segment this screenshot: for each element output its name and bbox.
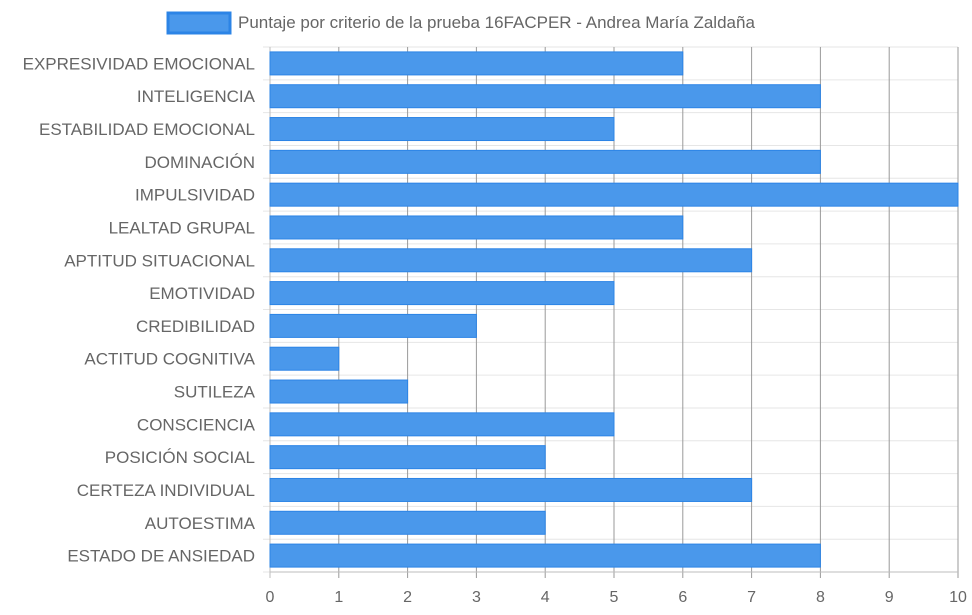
bar[interactable] — [269, 543, 821, 568]
bar[interactable] — [269, 445, 546, 470]
x-tick-label: 4 — [541, 589, 550, 606]
category-label: IMPULSIVIDAD — [135, 186, 255, 205]
bar[interactable] — [269, 281, 615, 306]
x-tick-label: 10 — [949, 589, 967, 606]
x-tick-label: 8 — [816, 589, 825, 606]
bar[interactable] — [269, 117, 615, 142]
legend-label[interactable]: Puntaje por criterio de la prueba 16FACP… — [238, 13, 755, 32]
x-tick-label: 3 — [472, 589, 481, 606]
x-tick-label: 6 — [678, 589, 687, 606]
category-label: EXPRESIVIDAD EMOCIONAL — [23, 54, 255, 73]
x-tick-label: 5 — [610, 589, 619, 606]
x-tick-label: 7 — [747, 589, 756, 606]
bar[interactable] — [269, 84, 821, 109]
category-label: INTELIGENCIA — [137, 87, 256, 106]
category-labels: EXPRESIVIDAD EMOCIONAL INTELIGENCIA ESTABI… — [23, 54, 256, 565]
x-tick-label: 9 — [885, 589, 894, 606]
bar[interactable] — [269, 477, 753, 502]
category-label: SUTILEZA — [174, 383, 256, 402]
category-label: DOMINACIÓN — [145, 153, 256, 172]
bars — [269, 51, 959, 568]
bar[interactable] — [269, 346, 340, 371]
bar[interactable] — [269, 248, 753, 273]
category-label: POSICIÓN SOCIAL — [105, 448, 255, 467]
legend[interactable]: Puntaje por criterio de la prueba 16FACP… — [166, 11, 755, 35]
x-axis-tick-labels: 0 1 2 3 4 5 6 7 8 9 10 — [266, 589, 967, 606]
category-label: CONSCIENCIA — [137, 415, 256, 434]
bar[interactable] — [269, 215, 684, 240]
bar[interactable] — [269, 149, 821, 174]
category-label: LEALTAD GRUPAL — [109, 218, 255, 237]
bar[interactable] — [269, 51, 684, 76]
category-label: CREDIBILIDAD — [136, 317, 255, 336]
bar[interactable] — [269, 510, 546, 535]
legend-swatch[interactable] — [166, 11, 232, 35]
x-tick-label: 0 — [266, 589, 275, 606]
x-tick-label: 1 — [334, 589, 343, 606]
category-label: APTITUD SITUACIONAL — [64, 251, 255, 270]
bar[interactable] — [269, 313, 477, 338]
category-label: ESTABILIDAD EMOCIONAL — [39, 120, 255, 139]
category-label: AUTOESTIMA — [145, 514, 256, 533]
bar[interactable] — [269, 412, 615, 437]
category-label: ESTADO DE ANSIEDAD — [67, 547, 255, 566]
category-label: CERTEZA INDIVIDUAL — [77, 481, 255, 500]
x-tick-label: 2 — [403, 589, 412, 606]
bar[interactable] — [269, 379, 409, 404]
category-label: EMOTIVIDAD — [149, 284, 255, 303]
category-label: ACTITUD COGNITIVA — [84, 350, 255, 369]
bar[interactable] — [269, 182, 959, 207]
